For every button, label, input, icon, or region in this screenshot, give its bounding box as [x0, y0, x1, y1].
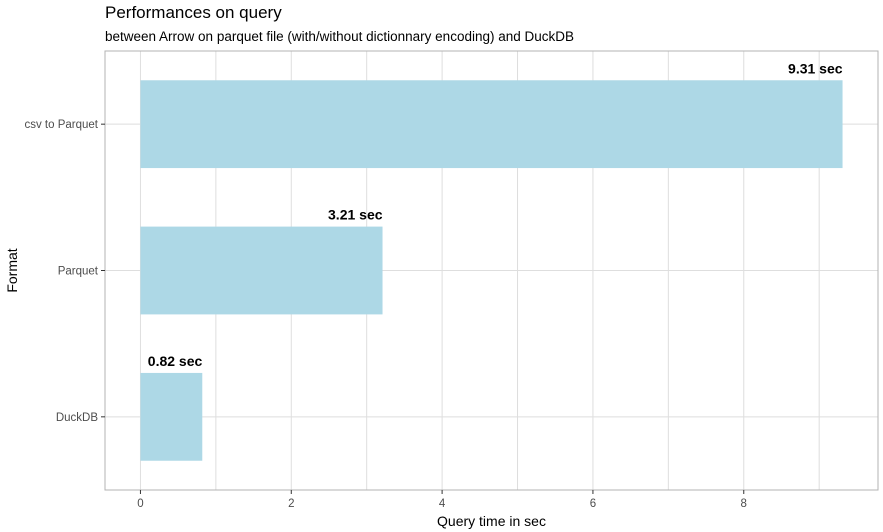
x-tick-label: 8: [741, 498, 747, 510]
chart-title: Performances on query: [105, 3, 282, 22]
y-axis-title: Format: [4, 248, 20, 292]
data-labels: 9.31 sec 3.21 sec 0.82 sec: [148, 60, 843, 369]
y-tick-label: csv to Parquet: [24, 119, 98, 131]
data-label: 3.21 sec: [328, 207, 383, 223]
y-tick-label: DuckDB: [56, 412, 99, 424]
data-label: 9.31 sec: [788, 60, 843, 76]
x-axis-ticks: 0 2 4 6 8: [137, 490, 747, 510]
y-tick-label: Parquet: [58, 266, 99, 278]
y-axis-ticks: csv to Parquet Parquet DuckDB: [24, 119, 105, 424]
bar: [140, 226, 383, 315]
chart-subtitle: between Arrow on parquet file (with/with…: [105, 29, 575, 44]
x-tick-label: 2: [288, 498, 294, 510]
data-label: 0.82 sec: [148, 353, 203, 369]
x-tick-label: 0: [137, 498, 143, 510]
x-tick-label: 6: [590, 498, 596, 510]
bar: [140, 372, 203, 461]
bar: [140, 80, 843, 169]
bars: [140, 80, 843, 461]
x-tick-label: 4: [439, 498, 446, 510]
x-axis-title: Query time in sec: [437, 513, 546, 529]
